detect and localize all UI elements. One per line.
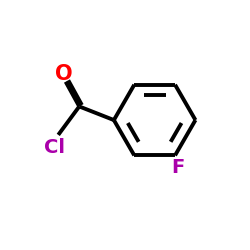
Text: F: F [172,158,185,177]
Text: O: O [55,64,72,84]
Text: Cl: Cl [44,138,65,157]
